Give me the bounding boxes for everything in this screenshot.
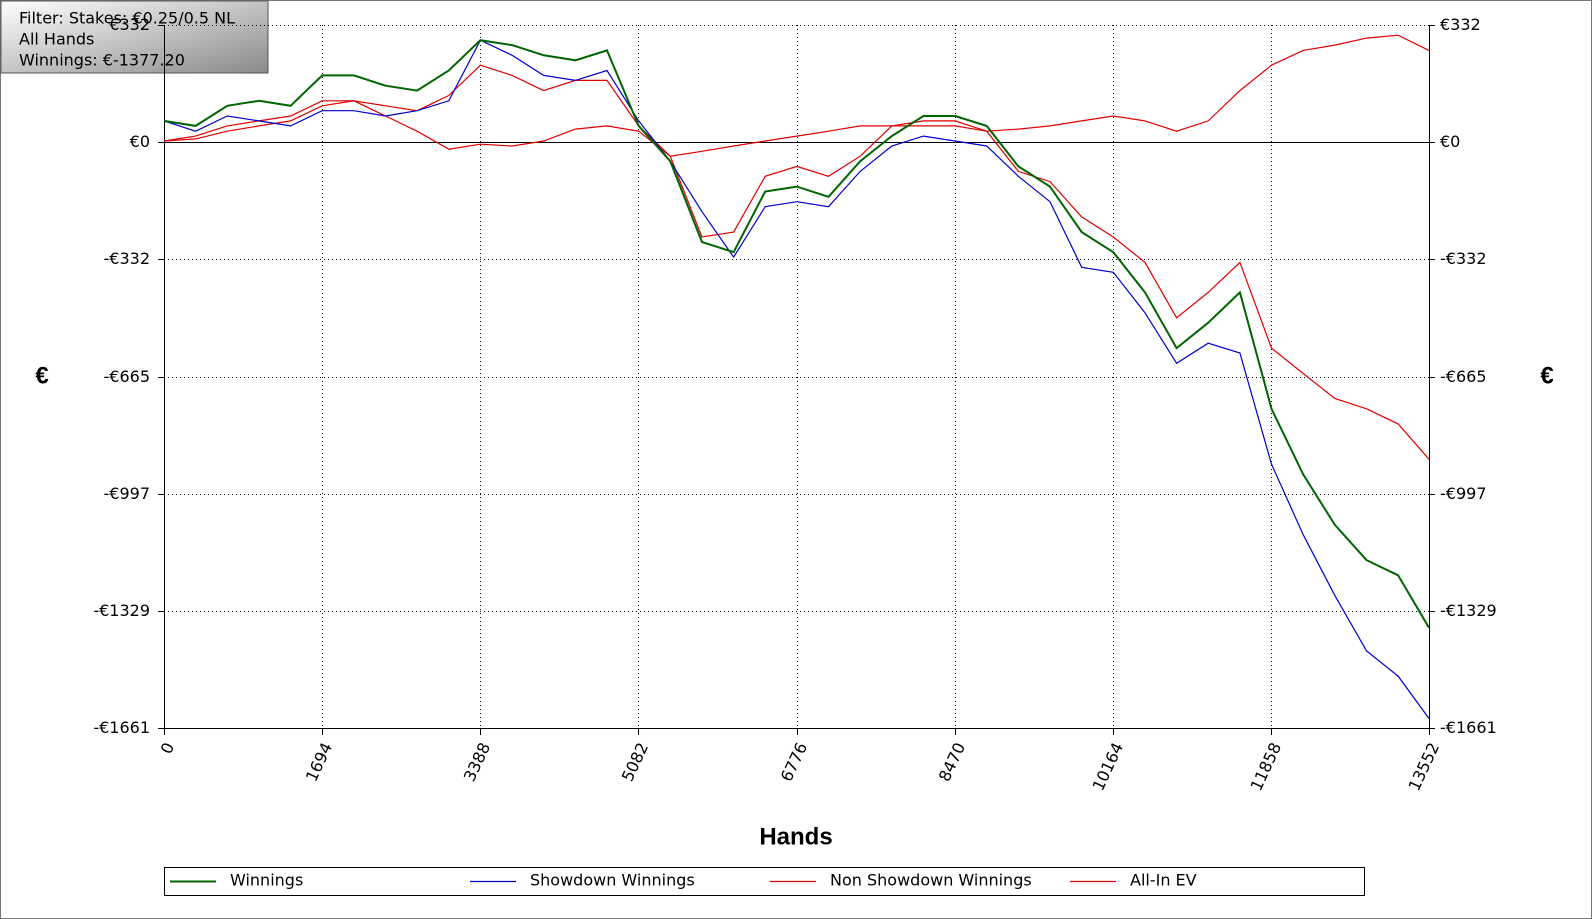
- y-tick-label: -€1661: [93, 718, 150, 737]
- y-axis-label: €: [35, 362, 48, 389]
- legend-label: Showdown Winnings: [530, 871, 695, 890]
- series-line: [163, 39, 1430, 719]
- y2-tick-label: -€332: [1440, 249, 1487, 268]
- series-line: [163, 34, 1430, 157]
- filter-text: Winnings: €-1377.20: [19, 51, 185, 70]
- y2-tick-label: -€1661: [1440, 718, 1497, 737]
- filter-box: [0, 0, 269, 74]
- y2-axis-label: €: [1540, 362, 1553, 389]
- y-tick-label: €0: [130, 132, 150, 151]
- y2-tick-label: -€1329: [1440, 601, 1497, 620]
- x-axis-label: Hands: [759, 823, 832, 850]
- y2-tick-label: €332: [1440, 15, 1481, 34]
- y-tick-label: -€665: [104, 367, 151, 386]
- y-tick-label: -€1329: [93, 601, 150, 620]
- y-tick-label: -€332: [104, 249, 151, 268]
- filter-text: All Hands: [19, 30, 94, 49]
- y-tick-label: -€997: [104, 484, 151, 503]
- y-tick-label: €332: [109, 15, 150, 34]
- series-line: [163, 39, 1430, 629]
- y2-tick-label: -€665: [1440, 367, 1487, 386]
- legend-label: Non Showdown Winnings: [830, 871, 1032, 890]
- y2-tick-label: €0: [1440, 132, 1460, 151]
- legend-label: All-In EV: [1130, 871, 1197, 890]
- y2-tick-label: -€997: [1440, 484, 1487, 503]
- series-line: [163, 64, 1430, 460]
- filter-text: Filter: Stakes: €0.25/0.5 NL: [19, 9, 235, 28]
- legend-label: Winnings: [230, 871, 303, 890]
- legend: [164, 867, 1365, 896]
